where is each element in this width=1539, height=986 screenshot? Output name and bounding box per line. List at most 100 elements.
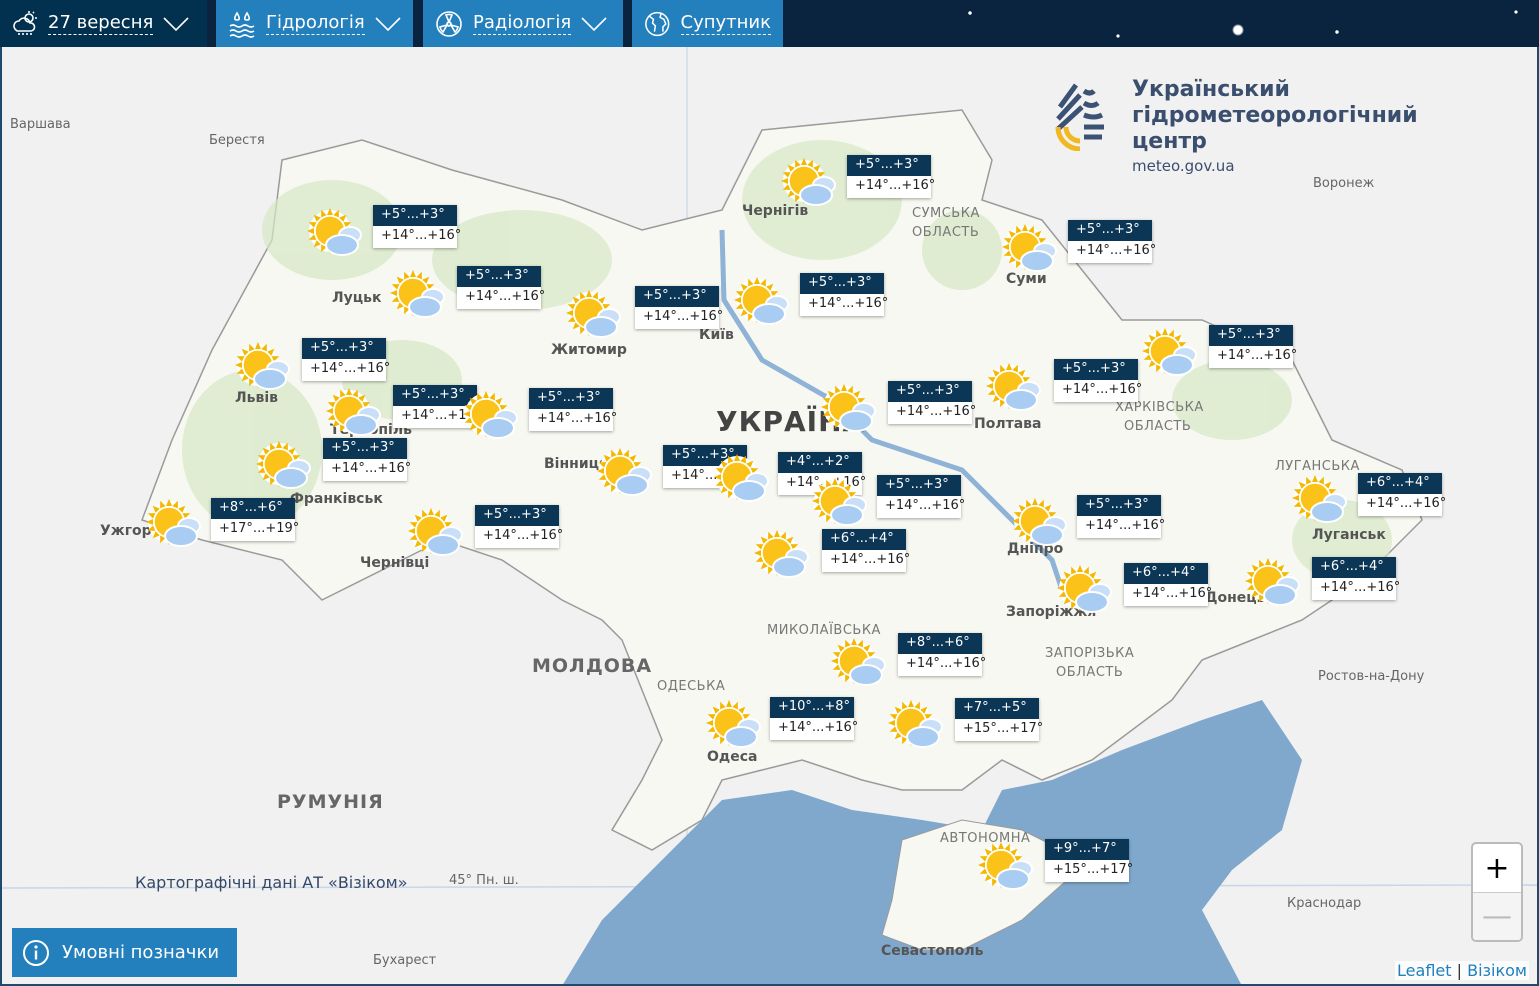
sun-behind-cloud-icon[interactable] (828, 635, 890, 697)
zoom-out-button[interactable]: — (1473, 892, 1521, 940)
zoom-in-button[interactable]: + (1484, 850, 1510, 886)
forecast-badge[interactable]: +8°...+6° +14°...+16° (898, 633, 986, 676)
place-label-kharkiv_region: ХАРКІВСЬКА (1115, 400, 1204, 415)
sun-behind-cloud-icon[interactable] (778, 155, 840, 217)
sun-behind-cloud-icon[interactable] (751, 527, 813, 589)
night-temperature: +5°...+3° (475, 505, 559, 526)
logo-drop-icon (1055, 83, 1104, 151)
forecast-badge[interactable]: +5°...+3° +14°...+16° (323, 438, 411, 481)
place-label-rostov: Ростов-на-Дону (1318, 669, 1425, 684)
sun-behind-cloud-icon[interactable] (405, 505, 467, 567)
forecast-badge[interactable]: +5°...+3° +14°...+16° (1054, 359, 1142, 402)
tab-radiology[interactable]: Радіологія (423, 0, 623, 47)
logo-url[interactable]: meteo.gov.ua (1132, 157, 1235, 175)
sun-behind-cloud-icon[interactable] (594, 445, 656, 507)
tab-date[interactable]: 27 вересня (0, 0, 207, 47)
place-label-kyiv: Київ (699, 327, 734, 343)
chevron-down-icon (375, 16, 401, 31)
weather-map[interactable]: Український гідрометеорологічний центр m… (0, 47, 1539, 986)
night-temperature: +5°...+3° (529, 388, 613, 409)
sun-behind-cloud-icon[interactable] (731, 274, 793, 336)
forecast-badge[interactable]: +6°...+4° +14°...+16° (822, 529, 911, 572)
sun-behind-cloud-icon[interactable] (975, 839, 1037, 901)
sun-behind-cloud-icon[interactable] (323, 385, 385, 447)
forecast-badge[interactable]: +8°...+6° +17°...+19° (211, 498, 299, 541)
sun-behind-cloud-icon[interactable] (818, 381, 880, 443)
forecast-badge[interactable]: +6°...+4° +14°...+16° (1312, 557, 1401, 600)
night-temperature: +5°...+3° (877, 475, 961, 496)
night-temperature: +5°...+3° (888, 381, 972, 402)
day-temperature: +14°...+16° (1320, 580, 1401, 595)
forecast-badge[interactable]: +5°...+3° +14°...+16° (475, 505, 564, 548)
sun-behind-cloud-icon[interactable] (809, 475, 871, 537)
forecast-badge[interactable]: +5°...+3° +14°...+16° (1209, 325, 1297, 368)
cloud-sun-rain-icon (13, 10, 37, 35)
sun-behind-cloud-icon[interactable] (460, 388, 522, 450)
globe-icon (645, 11, 670, 36)
sun-behind-cloud-icon[interactable] (232, 339, 294, 401)
place-label-odesa: Одеса (707, 749, 758, 765)
forecast-badge[interactable]: +5°...+3° +14°...+16° (393, 385, 481, 428)
forecast-badge[interactable]: +5°...+3° +14°...+16° (373, 205, 461, 248)
forecast-badge[interactable]: +5°...+3° +14°...+16° (877, 475, 965, 518)
forecast-badge[interactable]: +5°...+3° +14°...+16° (457, 266, 546, 309)
forecast-badge[interactable]: +6°...+4° +14°...+16° (1358, 473, 1446, 516)
day-temperature: +14°...+16° (1076, 243, 1157, 258)
place-label-lviv: Львів (235, 390, 278, 406)
sun-behind-cloud-icon[interactable] (983, 360, 1045, 422)
night-temperature: +5°...+3° (1077, 495, 1161, 516)
sun-behind-cloud-icon[interactable] (999, 221, 1061, 283)
day-temperature: +14°...+16° (778, 720, 859, 735)
sun-behind-cloud-icon[interactable] (1009, 495, 1071, 557)
night-temperature: +6°...+4° (1124, 563, 1208, 584)
sun-behind-cloud-icon[interactable] (1054, 562, 1116, 624)
place-label-bucharest: Бухарест (373, 953, 437, 968)
night-temperature: +6°...+4° (1358, 473, 1442, 494)
night-temperature: +5°...+3° (323, 438, 407, 459)
sun-behind-cloud-icon[interactable] (143, 496, 205, 558)
forecast-badge[interactable]: +6°...+4° +14°...+16° (1124, 563, 1212, 606)
forecast-badge[interactable]: +5°...+3° +14°...+16° (847, 155, 935, 198)
forecast-badge[interactable]: +5°...+3° +14°...+16° (888, 381, 976, 424)
day-temperature: +14°...+16° (465, 289, 546, 304)
day-temperature: +14°...+16° (483, 528, 564, 543)
forecast-badge[interactable]: +7°...+5° +15°...+17° (955, 698, 1043, 741)
place-label-vinnytsia: Вінниця (544, 456, 608, 472)
chevron-down-icon (581, 16, 607, 31)
legend-button[interactable]: Умовні позначки (12, 928, 237, 977)
sun-behind-cloud-icon[interactable] (304, 205, 366, 267)
tab-satellite[interactable]: Супутник (632, 0, 783, 47)
forecast-badge[interactable]: +10°...+8° +14°...+16° (770, 697, 859, 740)
visicom-link[interactable]: Візіком (1467, 961, 1527, 980)
place-label-sumy_region2: ОБЛАСТЬ (912, 225, 980, 240)
sun-behind-cloud-icon[interactable] (711, 451, 773, 513)
forecast-badge[interactable]: +5°...+3° +14°...+16° (635, 286, 723, 329)
forecast-badge[interactable]: +5°...+3° +14°...+16° (302, 338, 390, 381)
place-label-zaporizhzhia_region: ЗАПОРІЗЬКА (1045, 646, 1135, 661)
sun-behind-cloud-icon[interactable] (1289, 472, 1351, 534)
forecast-badge[interactable]: +5°...+3° +14°...+16° (1068, 220, 1157, 263)
sun-behind-cloud-icon[interactable] (253, 438, 315, 500)
sun-behind-cloud-icon[interactable] (703, 697, 765, 759)
sun-behind-cloud-icon[interactable] (1242, 555, 1304, 617)
forecast-badge[interactable]: +9°...+7° +15°...+17° (1045, 839, 1134, 882)
place-label-poltava: Полтава (974, 416, 1042, 432)
sun-behind-cloud-icon[interactable] (1139, 325, 1201, 387)
day-temperature: +15°...+17° (1053, 862, 1134, 877)
night-temperature: +5°...+3° (373, 205, 457, 226)
forecast-badge[interactable]: +5°...+3° +14°...+16° (529, 388, 617, 431)
sun-behind-cloud-icon[interactable] (563, 287, 625, 349)
forecast-badge[interactable]: +5°...+3° +14°...+16° (800, 273, 889, 316)
place-label-frankivsk: Франківськ (290, 491, 383, 507)
sun-behind-cloud-icon[interactable] (387, 267, 449, 329)
day-temperature: +14°...+16° (830, 552, 911, 567)
logo-title-line3: центр (1132, 129, 1207, 154)
sun-behind-cloud-icon[interactable] (885, 697, 947, 759)
leaflet-link[interactable]: Leaflet (1397, 961, 1452, 980)
tab-hydrology[interactable]: Гідрологія (216, 0, 413, 47)
zoom-control: + — (1471, 842, 1523, 942)
place-label-crimea: АВТОНОМНА (940, 831, 1031, 846)
forecast-badge[interactable]: +5°...+3° +14°...+16° (1077, 495, 1165, 538)
top-navigation-bar: 27 вересня Гідрологія Радіологія Супутни… (0, 0, 1539, 47)
day-temperature: +14°...+16° (808, 296, 889, 311)
